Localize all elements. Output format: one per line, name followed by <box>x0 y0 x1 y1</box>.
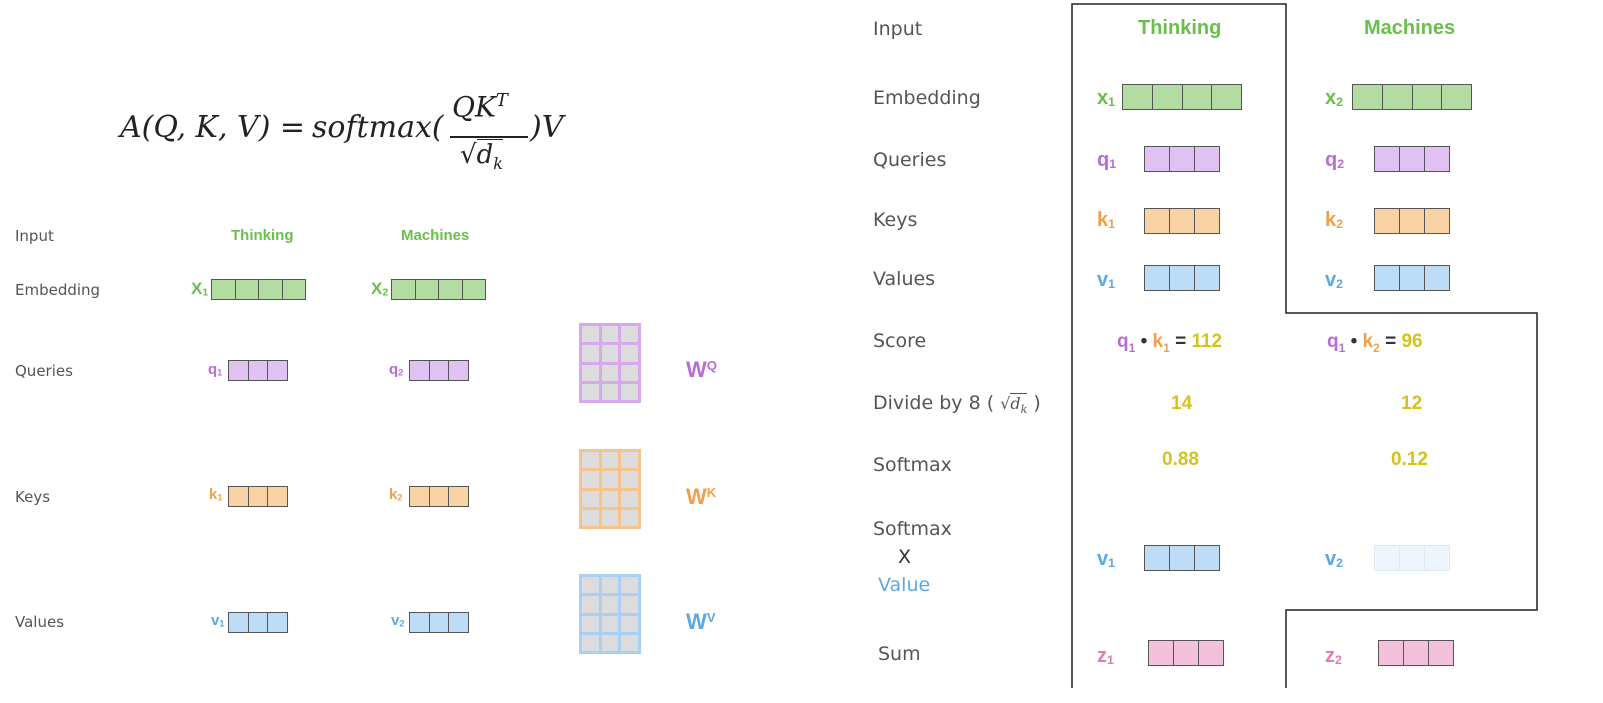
word-thinking: Thinking <box>231 227 294 244</box>
rrow-label-divide: Divide by 8 ( √dk ) <box>873 392 1041 417</box>
row-label-embedding: Embedding <box>15 281 101 299</box>
wv-matrix <box>579 574 641 654</box>
x1-label: X1 <box>191 279 209 299</box>
wq-matrix <box>579 323 641 403</box>
q2-query-vector <box>409 360 469 381</box>
v2-label: v2 <box>391 612 405 629</box>
rx1-label: x1 <box>1097 87 1116 109</box>
rrow-label-input: Input <box>873 18 923 40</box>
rv2-value-vector <box>1374 265 1450 291</box>
rword-thinking: Thinking <box>1138 17 1222 39</box>
rrow-label-softmax: Softmax <box>873 454 952 476</box>
formula-fn: softmax( <box>312 110 444 145</box>
softmax-2: 0.12 <box>1391 449 1428 470</box>
x2-embedding-vector <box>391 279 486 300</box>
k2-key-vector <box>409 486 469 507</box>
rrow-label-values: Values <box>873 268 936 290</box>
word-machines: Machines <box>401 227 470 244</box>
wk-matrix <box>579 449 641 529</box>
rk2-key-vector <box>1374 208 1450 234</box>
rk1-key-vector <box>1144 208 1220 234</box>
wv-label: WV <box>686 609 716 634</box>
q1-query-vector <box>228 360 288 381</box>
z2-output-vector <box>1378 640 1454 666</box>
k1-label: k1 <box>209 486 223 503</box>
divided-1: 14 <box>1171 393 1193 414</box>
weighted-v1-vector <box>1144 545 1220 571</box>
rq2-label: q2 <box>1325 149 1345 171</box>
q1-label: q1 <box>208 361 223 378</box>
wk-label: WK <box>686 484 717 509</box>
rx2-embedding-vector <box>1352 84 1472 110</box>
rrow-label-value: Value <box>878 574 931 596</box>
rx2-label: x2 <box>1325 87 1344 109</box>
rv1b-label: v1 <box>1097 548 1116 570</box>
v1-value-vector <box>228 612 288 633</box>
rq2-query-vector <box>1374 146 1450 172</box>
outline-path <box>1071 3 1538 688</box>
formula-tail: )V <box>530 110 564 145</box>
rz1-label: z1 <box>1097 645 1114 667</box>
row-label-values: Values <box>15 613 65 631</box>
formula-numerator: QKT <box>452 90 508 124</box>
rk1-label: k1 <box>1097 209 1116 231</box>
weighted-v2-vector <box>1374 545 1450 571</box>
formula-lhs: A(Q, K, V) = <box>120 110 306 145</box>
wq-label: WQ <box>686 357 718 382</box>
softmax-1: 0.88 <box>1162 449 1199 470</box>
formula-denominator: √dk <box>460 139 503 174</box>
score-1: q1 • k1 = 112 <box>1117 331 1223 355</box>
z1-output-vector <box>1148 640 1224 666</box>
rrow-label-score: Score <box>873 330 927 352</box>
k2-label: k2 <box>389 486 403 503</box>
rx1-embedding-vector <box>1122 84 1242 110</box>
rq1-label: q1 <box>1097 149 1117 171</box>
rv1-label: v1 <box>1097 269 1116 291</box>
rword-machines: Machines <box>1364 17 1456 39</box>
q2-label: q2 <box>389 361 404 378</box>
x2-label: X2 <box>371 279 389 299</box>
row-label-input: Input <box>15 227 54 245</box>
rrow-label-x: X <box>898 546 912 568</box>
row-label-queries: Queries <box>15 362 73 380</box>
rrow-label-softmax-2: Softmax <box>873 518 952 540</box>
fraction-bar <box>450 136 528 138</box>
rrow-label-sum: Sum <box>878 643 921 665</box>
rrow-label-keys: Keys <box>873 209 918 231</box>
rrow-label-embedding: Embedding <box>873 87 981 109</box>
rv1-value-vector <box>1144 265 1220 291</box>
rv2b-label: v2 <box>1325 548 1344 570</box>
rk2-label: k2 <box>1325 209 1344 231</box>
k1-key-vector <box>228 486 288 507</box>
rz2-label: z2 <box>1325 645 1342 667</box>
v1-label: v1 <box>211 612 225 629</box>
score-2: q1 • k2 = 96 <box>1327 331 1423 355</box>
v2-value-vector <box>409 612 469 633</box>
x1-embedding-vector <box>211 279 306 300</box>
rq1-query-vector <box>1144 146 1220 172</box>
rv2-label: v2 <box>1325 269 1344 291</box>
divided-2: 12 <box>1401 393 1423 414</box>
row-label-keys: Keys <box>15 488 51 506</box>
rrow-label-queries: Queries <box>873 149 947 171</box>
